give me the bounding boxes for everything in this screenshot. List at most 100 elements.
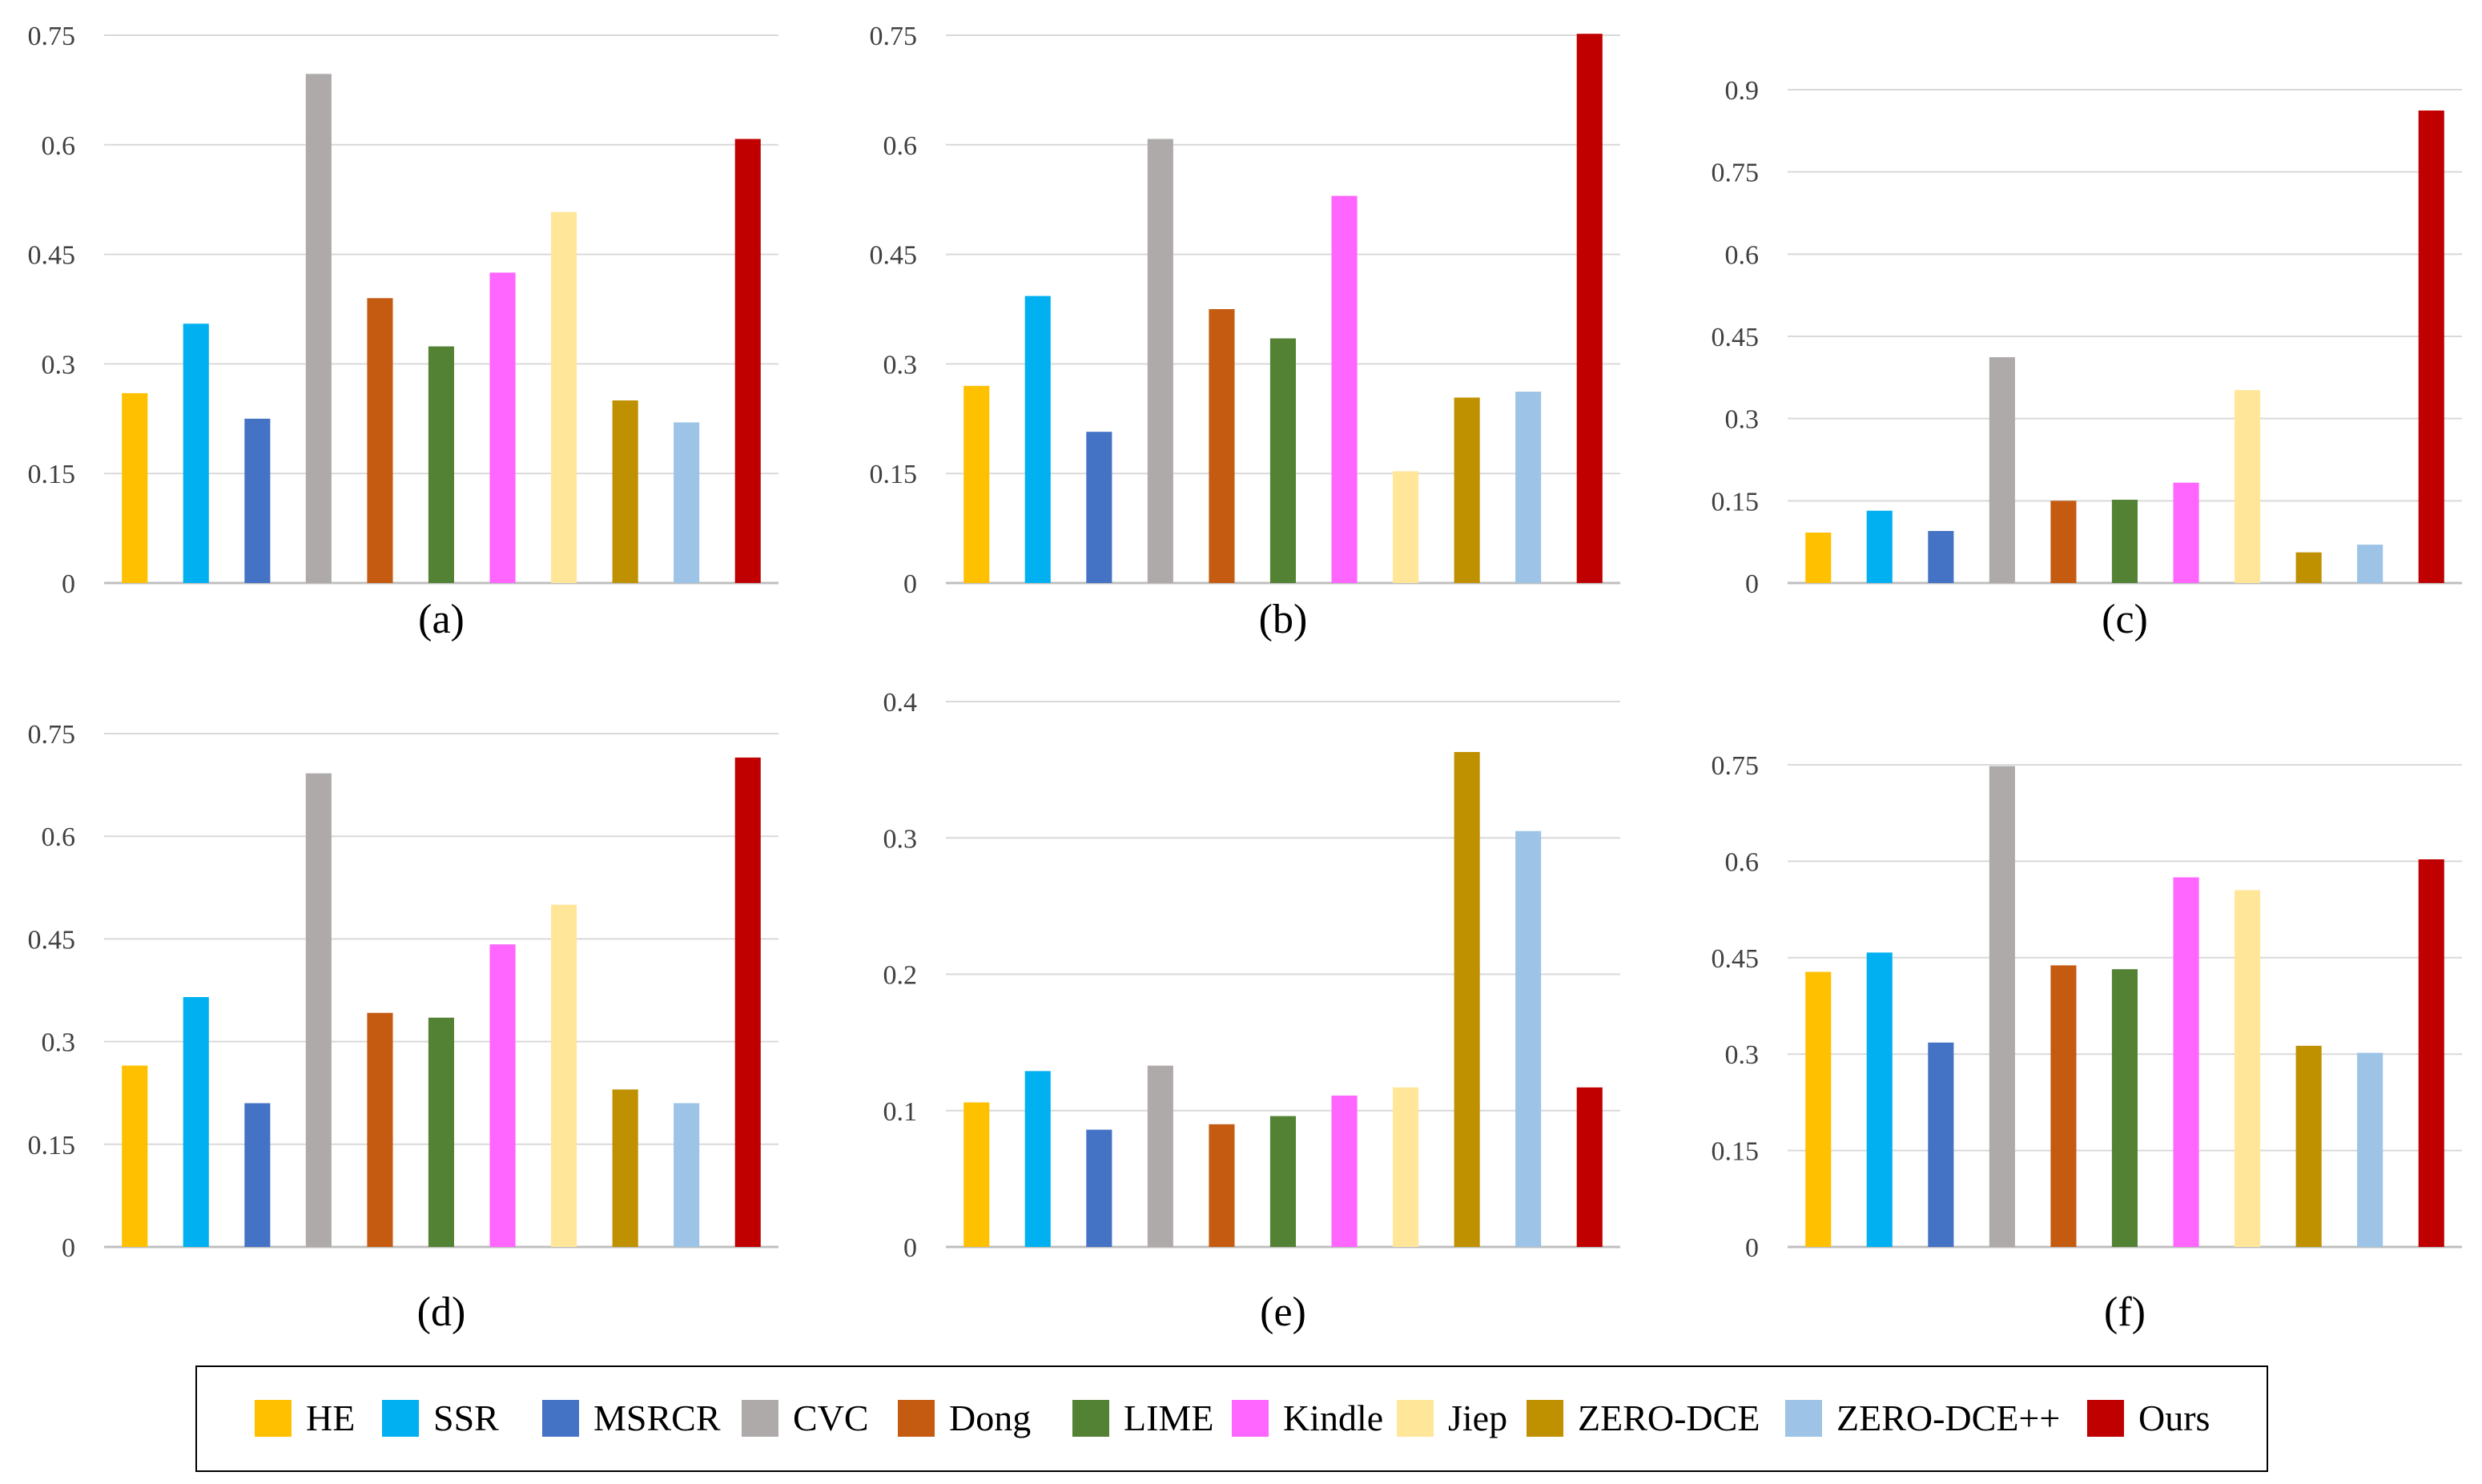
- legend-label-he: HE: [306, 1398, 355, 1438]
- legend-swatch-msrcr: [542, 1400, 579, 1437]
- bar-ours: [1576, 1087, 1603, 1247]
- y-tick-label: 0.3: [42, 1028, 76, 1058]
- bar-he: [963, 385, 990, 583]
- y-tick-label: 0.3: [42, 350, 76, 380]
- bar-zero-dcepp: [1515, 392, 1542, 583]
- legend-swatch-kindle: [1232, 1400, 1269, 1437]
- bar-ssr: [1024, 296, 1051, 583]
- bar-dong: [367, 1012, 393, 1247]
- y-tick-label: 0.75: [870, 22, 918, 51]
- bar-kindle: [489, 944, 516, 1247]
- y-tick-label: 0: [1745, 569, 1759, 599]
- y-tick-label: 0.45: [1712, 944, 1760, 974]
- y-tick-label: 0.15: [1712, 487, 1760, 517]
- y-tick-label: 0.75: [28, 720, 76, 750]
- y-tick-label: 0.4: [883, 688, 918, 718]
- chart-panel-6: 0 0.15 0.3 0.45 0.6 0.75 (f): [1712, 751, 2462, 1335]
- bar-cvc: [1147, 1065, 1173, 1247]
- y-tick-label: 0.15: [28, 1131, 76, 1160]
- y-tick-label: 0.45: [1712, 323, 1760, 352]
- bar-jiep: [1393, 1087, 1419, 1247]
- y-tick-label: 0: [903, 569, 917, 599]
- bar-kindle: [1331, 1096, 1358, 1247]
- legend-label-ours: Ours: [2138, 1398, 2210, 1438]
- y-tick-label: 0.9: [1725, 76, 1760, 106]
- bar-msrcr: [1928, 531, 1954, 583]
- y-tick-label: 0.15: [1712, 1137, 1760, 1167]
- legend: HE SSR MSRCR CVC Dong LIME Kindle Jiep ZERO-DCE Z…: [195, 1365, 2268, 1472]
- bar-zero-dce: [1454, 752, 1480, 1247]
- bar-lime: [428, 1017, 454, 1247]
- chart-caption: (f): [2104, 1289, 2146, 1335]
- chart-panel-2: 0 0.15 0.3 0.45 0.6 0.75 (b): [870, 22, 1620, 642]
- bar-ours: [2418, 111, 2444, 583]
- bar-kindle: [1331, 195, 1358, 583]
- bar-ssr: [183, 997, 209, 1247]
- charts-layer: 0 0.15 0.3 0.45 0.6 0.75 (a) 0 0.15 0.3 0.45 0.6 0.7…: [28, 22, 2462, 1335]
- bar-jiep: [1393, 471, 1419, 583]
- y-tick-label: 0: [903, 1233, 917, 1263]
- y-tick-label: 0.6: [42, 131, 76, 161]
- legend-swatch-cvc: [742, 1400, 778, 1437]
- y-tick-label: 0.6: [1725, 847, 1760, 877]
- y-tick-label: 0.45: [28, 241, 76, 271]
- legend-label-ssr: SSR: [433, 1398, 499, 1438]
- bar-zero-dce: [1454, 397, 1480, 583]
- legend-swatch-lime: [1072, 1400, 1109, 1437]
- bar-kindle: [2173, 482, 2199, 583]
- y-tick-label: 0.45: [870, 241, 918, 271]
- bar-ssr: [1866, 510, 1893, 583]
- legend-label-lime: LIME: [1124, 1398, 1213, 1438]
- bar-he: [122, 1065, 148, 1247]
- y-tick-label: 0.6: [42, 822, 76, 852]
- bar-jiep: [551, 211, 577, 583]
- bar-dong: [1209, 309, 1235, 583]
- y-tick-label: 0.75: [28, 22, 76, 51]
- y-tick-label: 0.6: [1725, 240, 1760, 270]
- chart-panel-3: 0 0.15 0.3 0.45 0.6 0.75 0.9 (c): [1712, 76, 2462, 642]
- bar-msrcr: [244, 1103, 271, 1247]
- bar-dong: [1209, 1124, 1235, 1247]
- bar-dong: [2050, 965, 2077, 1247]
- y-tick-label: 0.1: [883, 1097, 918, 1127]
- bar-ours: [1576, 34, 1603, 583]
- bar-lime: [1269, 338, 1296, 583]
- y-tick-label: 0.2: [883, 961, 918, 991]
- legend-swatch-zero-dce: [1527, 1400, 1563, 1437]
- bar-cvc: [1989, 766, 2015, 1247]
- legend-label-zero-dce: ZERO-DCE: [1578, 1398, 1760, 1438]
- bar-ours: [734, 757, 761, 1247]
- bar-zero-dcepp: [2357, 545, 2383, 583]
- bar-cvc: [305, 74, 332, 584]
- y-tick-label: 0: [62, 569, 75, 599]
- legend-label-jiep: Jiep: [1448, 1398, 1507, 1438]
- bar-he: [1805, 971, 1832, 1247]
- bar-jiep: [2235, 390, 2261, 583]
- y-tick-label: 0.75: [1712, 751, 1760, 781]
- bar-zero-dce: [612, 400, 638, 583]
- y-tick-label: 0.6: [883, 131, 918, 161]
- legend-label-zero-dcepp: ZERO-DCE++: [1836, 1398, 2060, 1438]
- bar-he: [122, 392, 148, 583]
- legend-swatch-jiep: [1397, 1400, 1434, 1437]
- bar-zero-dce: [612, 1089, 638, 1247]
- y-tick-label: 0.75: [1712, 159, 1760, 188]
- chart-caption: (d): [417, 1289, 466, 1335]
- bar-jiep: [551, 904, 577, 1247]
- legend-swatch-he: [255, 1400, 292, 1437]
- y-tick-label: 0.3: [883, 824, 918, 854]
- bar-dong: [367, 298, 393, 583]
- y-tick-label: 0: [62, 1233, 75, 1263]
- chart-caption: (c): [2102, 597, 2148, 642]
- bar-zero-dcepp: [674, 422, 700, 583]
- bar-zero-dce: [2295, 552, 2322, 583]
- bar-kindle: [489, 272, 516, 583]
- bar-he: [1805, 533, 1832, 583]
- bar-zero-dcepp: [1515, 830, 1542, 1247]
- bar-ssr: [1866, 952, 1893, 1247]
- chart-panel-1: 0 0.15 0.3 0.45 0.6 0.75 (a): [28, 22, 778, 642]
- chart-panel-4: 0 0.15 0.3 0.45 0.6 0.75 (d): [28, 720, 778, 1335]
- legend-swatch-ssr: [382, 1400, 419, 1437]
- chart-panel-5: 0 0.1 0.2 0.3 0.4 (e): [883, 688, 1620, 1335]
